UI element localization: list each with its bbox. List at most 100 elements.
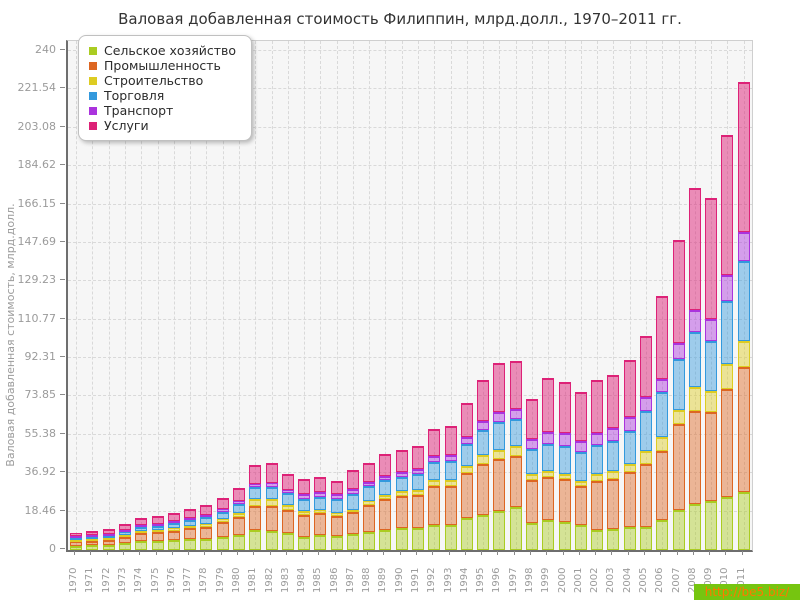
bar-slot-2005 [638, 41, 654, 550]
bar-2001 [574, 392, 587, 550]
bar-segment-trade [363, 486, 376, 501]
legend-swatch-industry [89, 61, 97, 70]
bar-slot-2006 [654, 41, 670, 550]
bar-segment-agriculture [200, 538, 213, 550]
bar-segment-industry [656, 450, 669, 521]
y-tick-label: 184.62 [17, 158, 57, 172]
bar-segment-services [412, 445, 425, 470]
bar-segment-services [379, 453, 392, 476]
v-gridline [450, 41, 452, 550]
bar-segment-construction [526, 474, 539, 481]
x-tick-mark [464, 551, 466, 555]
bar-slot-1970 [68, 41, 84, 550]
bar-segment-trade [623, 431, 636, 464]
bar-segment-construction [102, 538, 115, 541]
bar-segment-transport [151, 523, 164, 526]
x-tick-label: 1990 [393, 567, 405, 593]
bar-segment-agriculture [607, 528, 620, 550]
x-tick-label: 1998 [524, 567, 536, 593]
v-gridline [271, 41, 273, 550]
bar-segment-industry [216, 522, 229, 537]
legend-label: Промышленность [104, 58, 221, 73]
x-tick-label: 1989 [377, 567, 389, 593]
v-gridline [597, 41, 599, 550]
bar-segment-construction [200, 523, 213, 527]
bar-segment-transport [428, 456, 441, 463]
bar-segment-industry [607, 478, 620, 529]
bar-segment-agriculture [721, 497, 734, 550]
x-slot: 1989 [375, 551, 391, 600]
bar-segment-agriculture [363, 531, 376, 550]
bar-segment-transport [509, 409, 522, 420]
bar-segment-trade [591, 444, 604, 474]
bar-segment-transport [86, 534, 99, 537]
bar-segment-trade [86, 536, 99, 540]
bar-segment-trade [135, 527, 148, 532]
x-tick-mark [578, 551, 580, 555]
x-tick-label: 1982 [263, 567, 275, 593]
bar-segment-trade [493, 422, 506, 450]
bar-segment-transport [232, 500, 245, 504]
bar-segment-agriculture [477, 514, 490, 550]
watermark-link[interactable]: http://be5.biz/ [694, 584, 800, 600]
bar-1981 [249, 464, 262, 550]
bar-segment-construction [281, 504, 294, 511]
x-tick-label: 1974 [133, 567, 145, 593]
x-tick-mark [725, 551, 727, 555]
x-tick-mark [709, 551, 711, 555]
x-tick-mark [741, 551, 743, 555]
bar-1982 [265, 463, 278, 550]
bar-segment-agriculture [574, 525, 587, 550]
y-tick-label: 92.31 [24, 350, 57, 364]
bar-slot-1978 [198, 41, 214, 550]
bar-segment-trade [639, 410, 652, 451]
h-gridline [68, 510, 752, 512]
bar-segment-industry [379, 499, 392, 530]
bar-slot-2003 [605, 41, 621, 550]
x-slot: 2006 [652, 551, 668, 600]
bar-segment-services [184, 508, 197, 519]
bar-segment-industry [363, 504, 376, 532]
bar-segment-industry [281, 510, 294, 533]
x-slot: 1992 [424, 551, 440, 600]
bar-segment-transport [298, 494, 311, 500]
bar-segment-transport [314, 491, 327, 497]
x-slot: 1993 [440, 551, 456, 600]
y-tick-mark [60, 202, 65, 204]
x-slot: 1975 [147, 551, 163, 600]
v-gridline [580, 41, 582, 550]
bar-segment-trade [672, 358, 685, 411]
bar-segment-agriculture [542, 520, 555, 550]
x-tick-mark [530, 551, 532, 555]
x-slot: 1987 [343, 551, 359, 600]
bar-segment-trade [558, 445, 571, 474]
bar-segment-agriculture [558, 522, 571, 550]
bar-segment-industry [298, 515, 311, 537]
y-tick-label: 55.38 [24, 426, 57, 440]
bar-slot-1981 [247, 41, 263, 550]
bar-slot-2007 [670, 41, 686, 550]
bar-1994 [460, 402, 473, 550]
bar-segment-industry [184, 528, 197, 540]
bar-segment-services [705, 198, 718, 320]
y-tick-label: 36.92 [24, 465, 57, 479]
x-tick-label: 2001 [572, 567, 584, 593]
bar-segment-services [102, 529, 115, 534]
h-gridline [68, 472, 752, 474]
x-slot: 1990 [392, 551, 408, 600]
x-tick-label: 1999 [540, 567, 552, 593]
bar-segment-trade [249, 487, 262, 500]
bar-1977 [184, 508, 197, 550]
bar-segment-construction [363, 500, 376, 505]
bar-slot-1973 [117, 41, 133, 550]
bar-segment-trade [542, 443, 555, 471]
bar-slot-1996 [491, 41, 507, 550]
legend-label: Строительство [104, 73, 204, 88]
bar-segment-construction [184, 525, 197, 529]
bar-slot-1984 [296, 41, 312, 550]
bar-segment-construction [705, 390, 718, 413]
y-tick-label: 129.23 [17, 273, 57, 287]
bar-1976 [167, 512, 180, 550]
bar-segment-transport [688, 309, 701, 333]
bar-segment-industry [526, 480, 539, 523]
